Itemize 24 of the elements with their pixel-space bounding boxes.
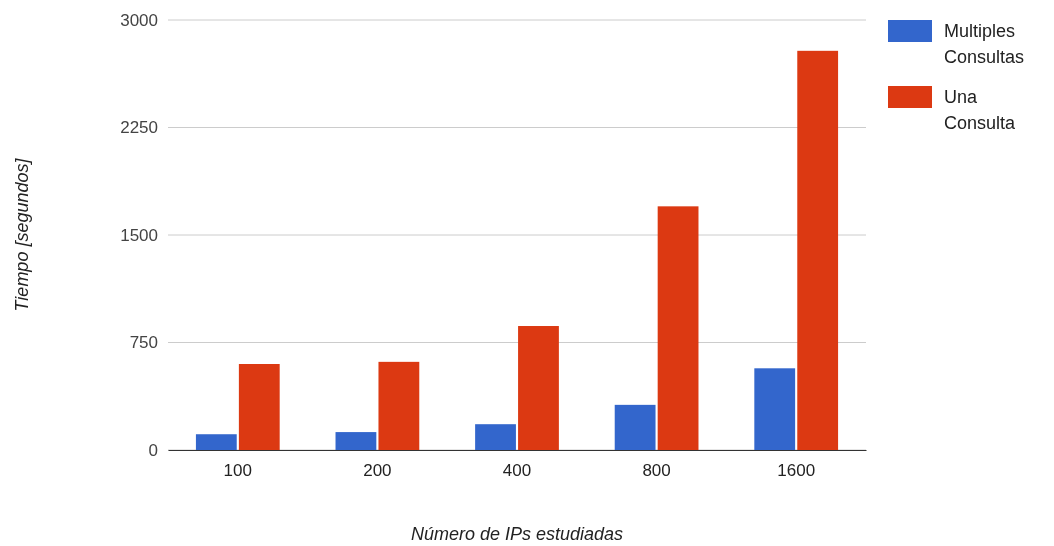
bar — [335, 432, 377, 450]
bar — [614, 404, 656, 450]
y-tick-label: 2250 — [120, 118, 158, 138]
x-tick-label: 400 — [502, 461, 532, 481]
bar — [518, 326, 559, 450]
y-tick-label: 3000 — [120, 10, 158, 30]
bar — [238, 364, 280, 450]
y-tick-label: 1500 — [120, 225, 158, 245]
x-tick-label: 800 — [642, 461, 671, 481]
x-tick-label: 200 — [363, 461, 392, 481]
y-tick-label: 750 — [129, 333, 158, 353]
bar — [475, 424, 516, 450]
bar — [797, 50, 839, 450]
legend-label: Una Consulta — [944, 87, 1017, 133]
x-tick-label: 100 — [223, 461, 252, 481]
y-axis-title: Tiempo [segundos] — [12, 157, 32, 312]
bar — [754, 368, 796, 450]
bar — [195, 434, 237, 450]
x-axis-title: Número de IPs estudiadas — [410, 524, 624, 544]
legend-label: Multiples Consultas — [944, 21, 1025, 67]
x-tick-label: 1600 — [777, 461, 816, 481]
bar — [378, 361, 420, 450]
y-tick-label: 0 — [148, 440, 158, 460]
bar — [657, 206, 699, 450]
